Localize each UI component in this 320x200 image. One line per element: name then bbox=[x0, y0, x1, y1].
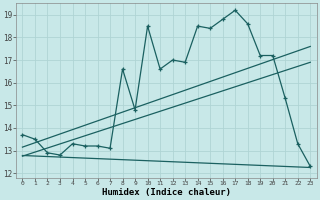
X-axis label: Humidex (Indice chaleur): Humidex (Indice chaleur) bbox=[102, 188, 231, 197]
